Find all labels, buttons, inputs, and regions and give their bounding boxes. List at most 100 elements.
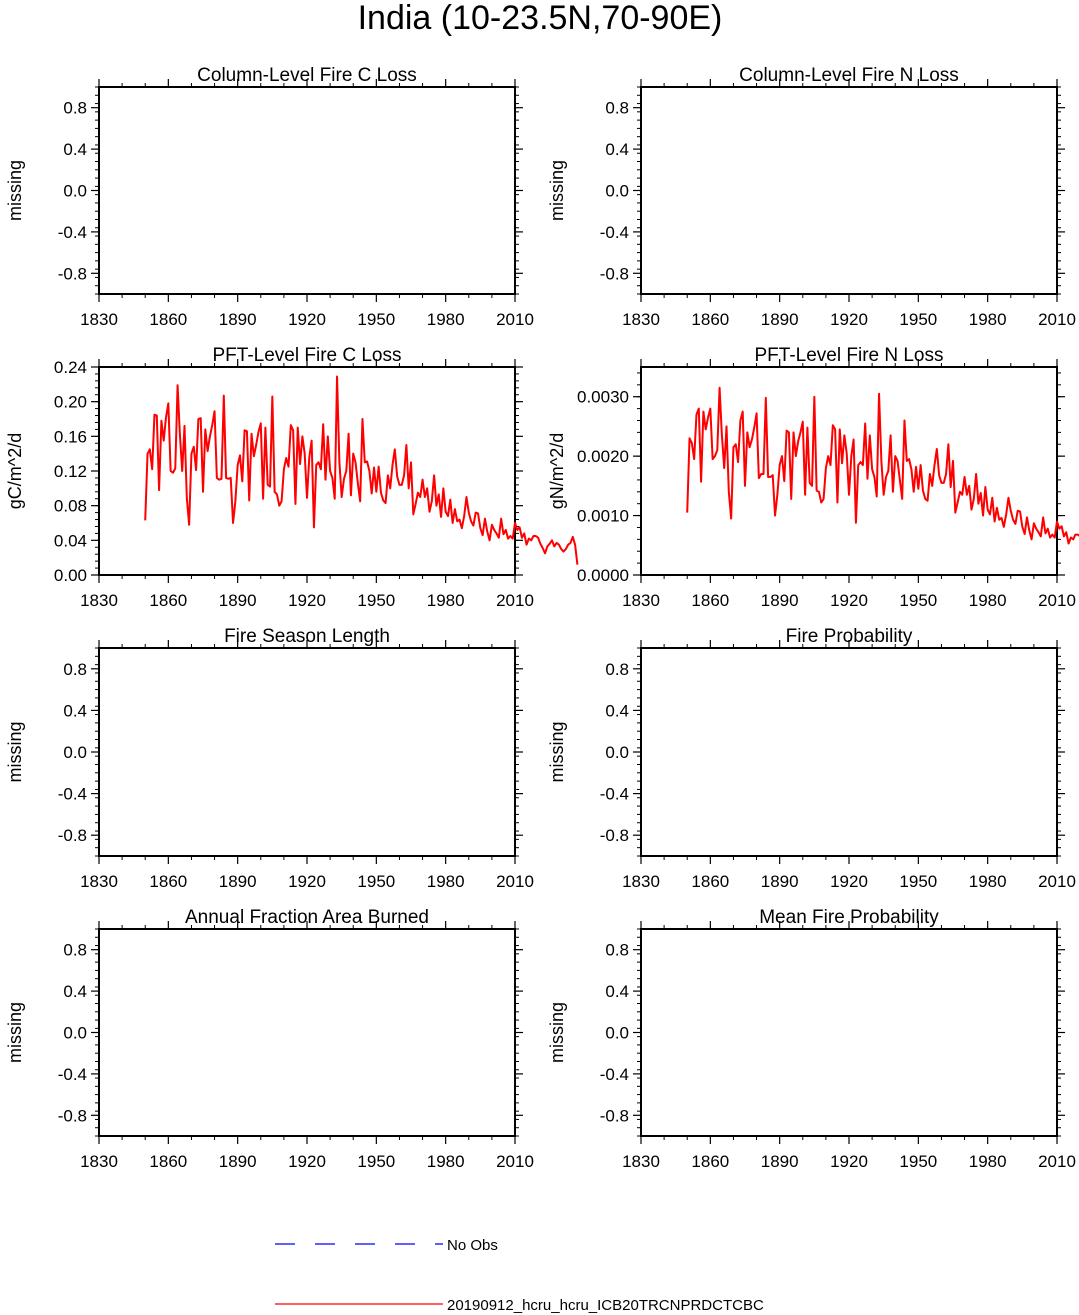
- panel-pft-fire-c: PFT-Level Fire C Loss 1830 1860 1890 1920 195…: [5, 345, 579, 610]
- x-tick-label: 1950: [899, 310, 937, 329]
- x-tick-label: 1890: [761, 591, 799, 610]
- panel-title: Annual Fraction Area Burned: [185, 907, 429, 928]
- x-tick-label: 1860: [149, 310, 187, 329]
- y-tick-label: 0.0: [605, 743, 629, 762]
- x-tick-label: 2010: [1038, 1152, 1076, 1171]
- y-tick-label: -0.4: [58, 1065, 87, 1084]
- x-tick-label: 1980: [427, 310, 465, 329]
- x-tick-label: 1950: [357, 1152, 395, 1171]
- panel-title: PFT-Level Fire N Loss: [755, 345, 944, 366]
- x-tick-label: 1920: [830, 1152, 868, 1171]
- y-tick-label: 0.12: [54, 462, 87, 481]
- x-tick-label: 1830: [622, 591, 660, 610]
- legend-obs-label: No Obs: [447, 1237, 498, 1254]
- y-tick-label: 0.8: [63, 941, 87, 960]
- y-tick-label: -0.4: [600, 1065, 629, 1084]
- y-tick-label: -0.8: [58, 264, 87, 283]
- y-axis-label: missing: [547, 160, 567, 221]
- y-tick-label: 0.4: [605, 982, 629, 1001]
- y-tick-label: 0.00: [54, 566, 87, 585]
- x-tick-label: 1890: [219, 1152, 257, 1171]
- x-tick-label: 1950: [357, 872, 395, 891]
- plot-frame: [640, 86, 1058, 295]
- plot-frame: [98, 928, 516, 1137]
- y-tick-label: 0.0: [63, 182, 87, 201]
- x-tick-label: 1950: [357, 310, 395, 329]
- x-tick-label: 1950: [357, 591, 395, 610]
- x-tick-label: 2010: [1038, 310, 1076, 329]
- y-axis-label: gC/m^2/d: [5, 433, 25, 509]
- y-axis-label: gN/m^2/d: [547, 433, 567, 509]
- y-tick-label: 0.0010: [577, 507, 629, 526]
- y-tick-label: 0.08: [54, 497, 87, 516]
- y-tick-label: -0.4: [600, 785, 629, 804]
- y-tick-label: 0.0000: [577, 566, 629, 585]
- y-tick-label: 0.0030: [577, 388, 629, 407]
- x-tick-label: 1920: [288, 1152, 326, 1171]
- panel-pft-fire-n: PFT-Level Fire N Loss 1830 1860 1890 1920 195…: [547, 345, 1079, 610]
- x-tick-label: 1980: [427, 872, 465, 891]
- y-tick-label: -0.8: [600, 826, 629, 845]
- figure-title: India (10-23.5N,70-90E): [358, 0, 723, 37]
- x-tick-label: 1950: [899, 591, 937, 610]
- y-tick-label: 0.8: [605, 941, 629, 960]
- x-tick-label: 1830: [622, 872, 660, 891]
- x-tick-label: 1920: [288, 872, 326, 891]
- panel-fire-season-length: Fire Season Length 1830 1860 1890 1920 1950 19…: [5, 626, 534, 891]
- x-tick-label: 1890: [219, 310, 257, 329]
- x-tick-label: 1860: [691, 1152, 729, 1171]
- x-tick-label: 1920: [288, 591, 326, 610]
- y-tick-label: -0.8: [600, 1106, 629, 1125]
- y-tick-label: 0.8: [605, 99, 629, 118]
- legend-model-label: 20190912_hcru_hcru_ICB20TRCNPRDCTCBC: [447, 1297, 764, 1314]
- x-tick-label: 1890: [761, 872, 799, 891]
- y-tick-label: 0.8: [63, 660, 87, 679]
- y-tick-label: 0.0020: [577, 447, 629, 466]
- panel-title: Mean Fire Probability: [759, 907, 939, 928]
- y-tick-label: 0.20: [54, 393, 87, 412]
- x-tick-label: 1830: [80, 591, 118, 610]
- plot-frame: [640, 647, 1058, 857]
- x-tick-label: 1860: [691, 872, 729, 891]
- x-tick-label: 2010: [496, 1152, 534, 1171]
- x-tick-label: 1920: [830, 310, 868, 329]
- y-tick-label: -0.4: [600, 223, 629, 242]
- x-tick-label: 2010: [1038, 872, 1076, 891]
- y-axis-label: missing: [5, 160, 25, 221]
- x-tick-label: 1860: [691, 591, 729, 610]
- panel-title: Fire Season Length: [224, 626, 390, 647]
- panel-col-fire-n: Column-Level Fire N Loss 1830 1860 1890 1920…: [547, 65, 1076, 329]
- y-axis-label: missing: [547, 1002, 567, 1063]
- x-tick-label: 1950: [899, 1152, 937, 1171]
- x-tick-label: 2010: [1038, 591, 1076, 610]
- series-line-model: [686, 386, 1079, 545]
- y-tick-label: -0.4: [58, 785, 87, 804]
- y-tick-label: 0.4: [63, 982, 87, 1001]
- y-tick-label: 0.4: [605, 140, 629, 159]
- x-tick-label: 1980: [969, 1152, 1007, 1171]
- x-tick-label: 1890: [219, 872, 257, 891]
- x-tick-label: 1860: [149, 591, 187, 610]
- x-tick-label: 1860: [149, 1152, 187, 1171]
- series-line-model: [144, 375, 579, 565]
- x-tick-label: 2010: [496, 310, 534, 329]
- x-tick-label: 2010: [496, 872, 534, 891]
- panel-col-fire-c: Column-Level Fire C Loss 1830 1860 1890 1920…: [5, 65, 534, 329]
- y-tick-label: 0.4: [605, 701, 629, 720]
- panel-title: Fire Probability: [786, 626, 913, 647]
- y-tick-label: 0.16: [54, 427, 87, 446]
- y-tick-label: 0.8: [63, 99, 87, 118]
- y-axis-label: missing: [5, 721, 25, 782]
- x-tick-label: 1860: [149, 872, 187, 891]
- chart-panels: Column-Level Fire C Loss 1830 1860 1890 1920…: [5, 65, 1079, 1171]
- x-tick-label: 1830: [80, 310, 118, 329]
- panel-title: PFT-Level Fire C Loss: [213, 345, 402, 366]
- y-tick-label: -0.4: [58, 223, 87, 242]
- x-tick-label: 1830: [622, 310, 660, 329]
- y-tick-label: -0.8: [58, 1106, 87, 1125]
- y-tick-label: 0.0: [605, 182, 629, 201]
- x-tick-label: 2010: [496, 591, 534, 610]
- plot-frame: [640, 928, 1058, 1137]
- plot-frame: [98, 366, 516, 576]
